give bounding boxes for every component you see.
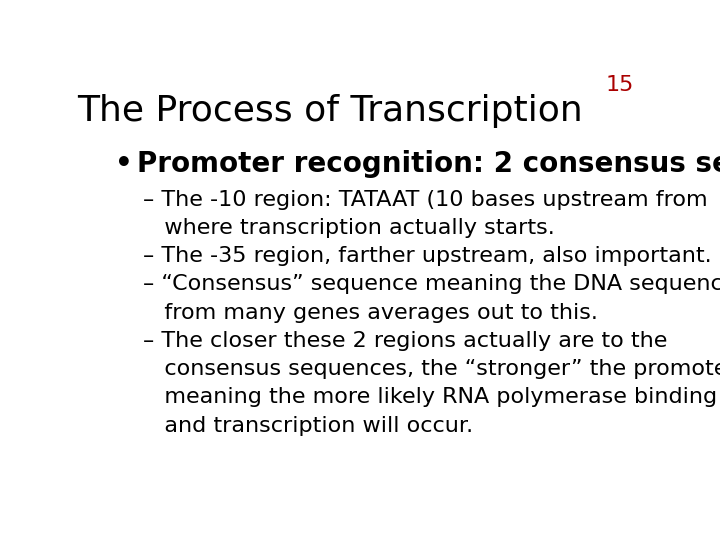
Text: – The -35 region, farther upstream, also important.: – The -35 region, farther upstream, also… — [143, 246, 711, 266]
Text: and transcription will occur.: and transcription will occur. — [143, 416, 473, 436]
Text: consensus sequences, the “stronger” the promoter,: consensus sequences, the “stronger” the … — [143, 359, 720, 379]
Text: – The -10 region: TATAAT (10 bases upstream from: – The -10 region: TATAAT (10 bases upstr… — [143, 190, 708, 210]
Text: 15: 15 — [606, 75, 634, 95]
Text: – The closer these 2 regions actually are to the: – The closer these 2 regions actually ar… — [143, 331, 667, 351]
Text: from many genes averages out to this.: from many genes averages out to this. — [143, 302, 598, 322]
Text: – “Consensus” sequence meaning the DNA sequence: – “Consensus” sequence meaning the DNA s… — [143, 274, 720, 294]
Text: Promoter recognition: 2 consensus sequences: Promoter recognition: 2 consensus sequen… — [138, 150, 720, 178]
Text: •: • — [115, 150, 133, 178]
Text: where transcription actually starts.: where transcription actually starts. — [143, 218, 554, 238]
Text: meaning the more likely RNA polymerase binding: meaning the more likely RNA polymerase b… — [143, 388, 717, 408]
Text: The Process of Transcription: The Process of Transcription — [77, 94, 582, 128]
